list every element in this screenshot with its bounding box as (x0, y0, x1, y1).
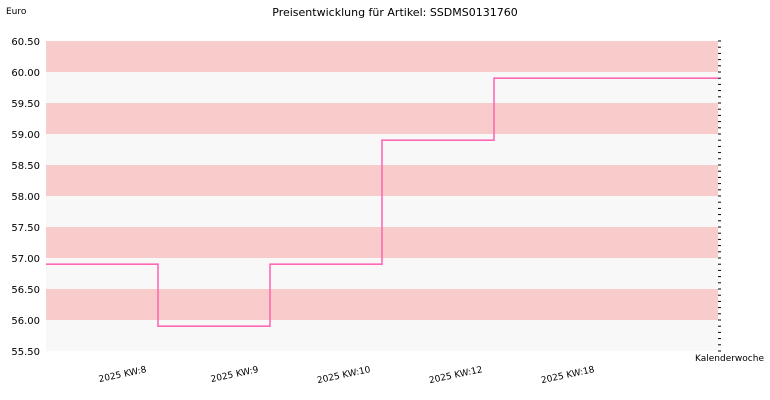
y-tick-labels: 55.50 56.00 56.50 57.00 57.50 58.00 58.50 59.00… (11, 37, 40, 358)
plot-band (46, 289, 718, 320)
y-tick-label: 59.50 (11, 99, 40, 110)
plot-band (46, 72, 718, 103)
plot-band (46, 103, 718, 134)
y-tick-label: 60.50 (11, 37, 40, 48)
y-tick-label: 57.00 (11, 254, 40, 265)
series-line (46, 77, 718, 327)
x-tick-label: 2025 KW:8 (98, 365, 148, 385)
x-tick-label: 2025 KW:12 (428, 365, 483, 386)
right-minor-ticks (718, 40, 721, 352)
x-tick-labels: 2025 KW:8 2025 KW:9 2025 KW:10 2025 KW:12 20… (98, 365, 596, 386)
x-tick-label: 2025 KW:18 (540, 365, 595, 386)
series-layer (46, 77, 718, 327)
x-axis-label: Kalenderwoche (695, 354, 764, 364)
y-tick-label: 56.00 (11, 316, 40, 327)
plot-band (46, 41, 718, 72)
x-tick-label: 2025 KW:10 (316, 365, 371, 386)
chart-title: Preisentwicklung für Artikel: SSDMS01317… (272, 6, 517, 19)
y-tick-label: 59.00 (11, 130, 40, 141)
y-tick-label: 57.50 (11, 223, 40, 234)
plot-band (46, 320, 718, 351)
x-tick-label: 2025 KW:9 (210, 365, 260, 385)
y-tick-label: 60.00 (11, 68, 40, 79)
y-tick-label: 58.50 (11, 161, 40, 172)
y-axis-label: Euro (6, 7, 27, 17)
y-tick-label: 55.50 (11, 347, 40, 358)
y-tick-label: 56.50 (11, 285, 40, 296)
y-tick-label: 58.00 (11, 192, 40, 203)
